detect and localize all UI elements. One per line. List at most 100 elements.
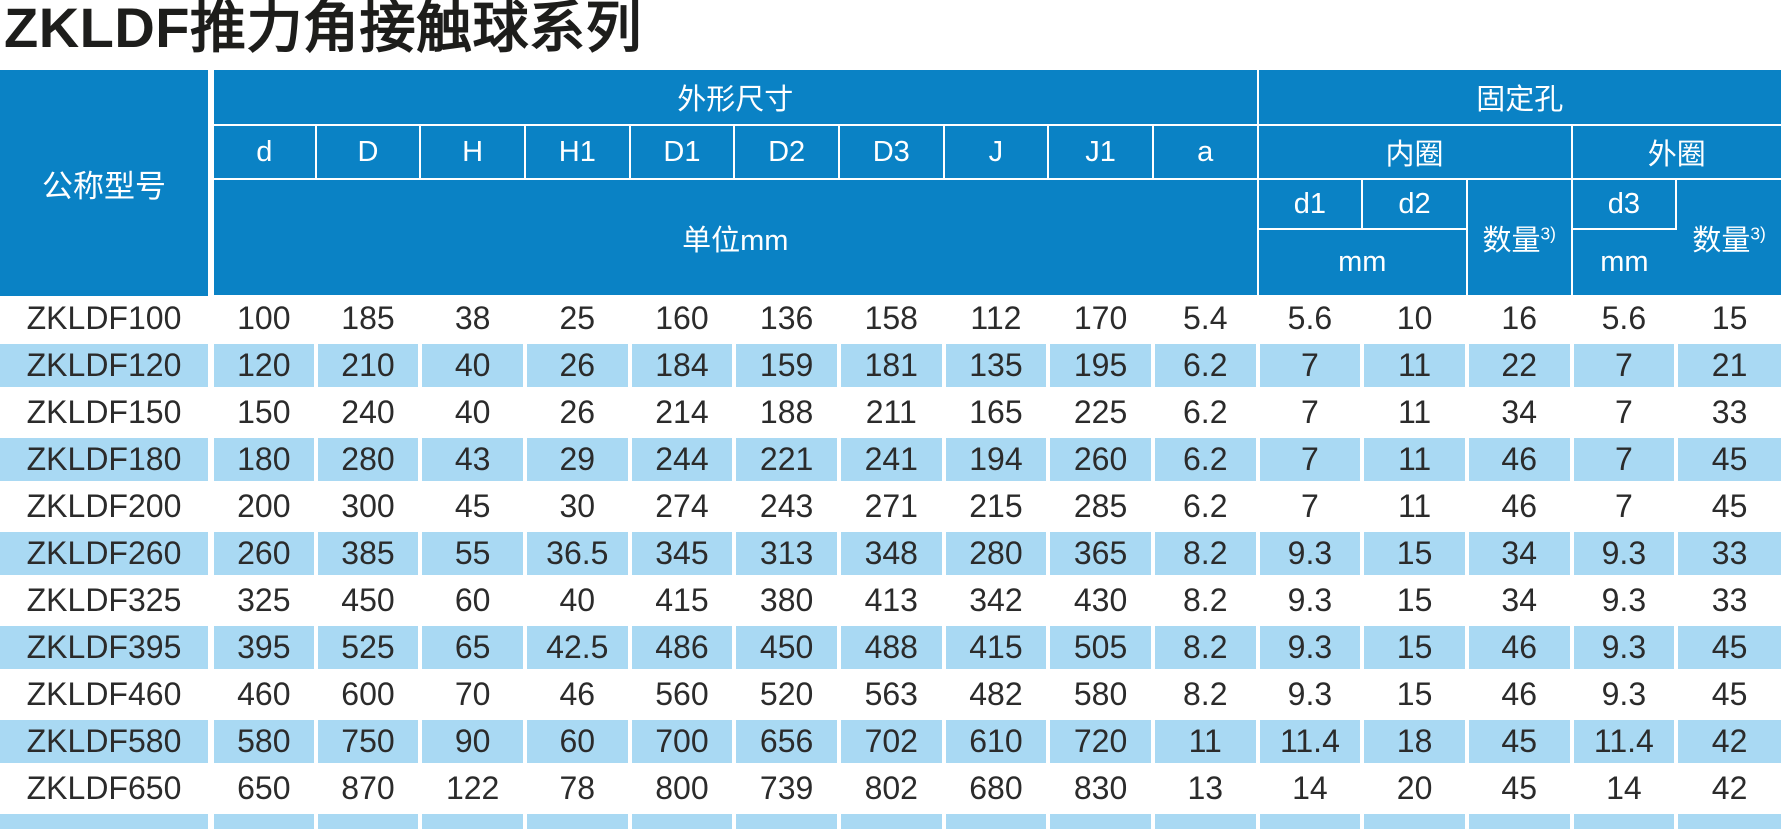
value-cell-H: 38	[420, 296, 527, 344]
header-model: 公称型号	[0, 70, 214, 296]
value-cell-H: 40	[420, 342, 527, 391]
model-cell: ZKLDF100	[0, 296, 214, 344]
value-cell-d3: 7	[1571, 436, 1679, 485]
qty-label: 数量	[1482, 224, 1541, 257]
value-cell-D3: 271	[838, 483, 946, 532]
value-cell-H1: 42.5	[524, 624, 632, 673]
value-cell-J: 215	[943, 483, 1051, 532]
table-row: ZKLDF100 100 185 38 25 160 136 158 112 1…	[0, 296, 1781, 344]
header-row-subcolumns: 单位mm d1 d2 数量3) d3 数量3)	[0, 179, 1781, 297]
header-d2: d2	[1362, 179, 1468, 230]
value-cell-d2: 11	[1362, 342, 1469, 391]
header-mm-outer: mm	[1571, 229, 1677, 297]
value-cell-J1	[1048, 812, 1155, 829]
value-cell-qty-outer: 15	[1676, 296, 1781, 344]
header-dim-col-H1: H1	[524, 125, 631, 180]
header-dim-col-D: D	[315, 125, 422, 180]
header-inner-ring: 内圈	[1257, 125, 1573, 180]
value-cell-J1: 365	[1048, 530, 1155, 579]
value-cell-d2: 15	[1362, 577, 1469, 626]
value-cell-J: 482	[943, 671, 1051, 720]
value-cell-D3: 702	[838, 718, 946, 767]
page-title: ZKLDF推力角接触球系列	[4, 0, 643, 59]
value-cell-H: 55	[420, 530, 527, 579]
value-cell-qty-outer: 42	[1676, 765, 1781, 814]
value-cell-H1: 46	[524, 671, 632, 720]
model-cell: ZKLDF150	[0, 389, 214, 438]
value-cell-d2	[1362, 812, 1469, 829]
value-cell-J1: 225	[1048, 389, 1155, 438]
value-cell-H1: 40	[524, 577, 632, 626]
table-row: ZKLDF460 460 600 70 46 560 520 563 482 5…	[0, 671, 1781, 720]
value-cell-J1: 580	[1048, 671, 1155, 720]
value-cell-d1: 9.3	[1257, 671, 1365, 720]
value-cell-a: 8.2	[1152, 671, 1260, 720]
value-cell-qty-outer	[1676, 812, 1781, 829]
model-cell: ZKLDF260	[0, 530, 214, 579]
spec-table: 公称型号 外形尺寸 固定孔 d D H H1 D1 D2 D3 J J1 a 内…	[0, 70, 1781, 829]
value-cell-H1: 30	[524, 483, 632, 532]
value-cell-H1: 26	[524, 342, 632, 391]
header-dim-col-H: H	[420, 125, 526, 180]
value-cell-J: 610	[943, 718, 1051, 767]
value-cell-d: 260	[211, 530, 318, 579]
value-cell-D: 210	[315, 342, 423, 391]
value-cell-J: 165	[943, 389, 1051, 438]
header-dim-col-D1: D1	[629, 125, 736, 180]
header-dim-col-d: d	[211, 125, 317, 180]
value-cell-J1: 505	[1048, 624, 1155, 673]
value-cell-D1: 184	[629, 342, 737, 391]
table-row: ZKLDF180 180 280 43 29 244 221 241 194 2…	[0, 436, 1781, 485]
value-cell-J: 342	[943, 577, 1051, 626]
header-dim-col-a: a	[1152, 125, 1259, 180]
value-cell-d3: 9.3	[1571, 577, 1679, 626]
value-cell-H: 40	[420, 389, 527, 438]
value-cell-D3: 413	[838, 577, 946, 626]
value-cell-D: 450	[315, 577, 423, 626]
value-cell-D1: 274	[629, 483, 737, 532]
value-cell-d1: 7	[1257, 342, 1365, 391]
table-row: ZKLDF150 150 240 40 26 214 188 211 165 2…	[0, 389, 1781, 438]
value-cell-D1: 415	[629, 577, 737, 626]
value-cell-qty-inner	[1466, 812, 1574, 829]
header-d1: d1	[1257, 179, 1364, 230]
value-cell-J: 194	[943, 436, 1051, 485]
value-cell-d2: 11	[1362, 436, 1469, 485]
value-cell-D2: 739	[734, 765, 841, 814]
header-row-units: mm mm	[0, 229, 1781, 297]
value-cell-D1: 486	[629, 624, 737, 673]
value-cell-D2: 656	[734, 718, 841, 767]
value-cell-a: 6.2	[1152, 342, 1260, 391]
model-cell: ZKLDF650	[0, 765, 214, 814]
value-cell-H: 43	[420, 436, 527, 485]
header-row-groups: 公称型号 外形尺寸 固定孔	[0, 70, 1781, 296]
value-cell-qty-outer: 42	[1676, 718, 1781, 767]
value-cell-qty-outer: 21	[1676, 342, 1781, 391]
value-cell-d1: 9.3	[1257, 577, 1365, 626]
value-cell-D1: 700	[629, 718, 737, 767]
value-cell-D3	[838, 812, 946, 829]
table-row: ZKLDF200 200 300 45 30 274 243 271 215 2…	[0, 483, 1781, 532]
qty-footnote-mark: 3)	[1540, 222, 1556, 243]
qty-label: 数量	[1692, 224, 1751, 257]
value-cell-H1: 36.5	[524, 530, 632, 579]
value-cell-d: 120	[211, 342, 318, 391]
value-cell-J1: 720	[1048, 718, 1155, 767]
header-dim-col-D3: D3	[838, 125, 945, 180]
model-cell: ZKLDF180	[0, 436, 214, 485]
value-cell-qty-outer: 45	[1676, 671, 1781, 720]
value-cell-D3: 211	[838, 389, 946, 438]
value-cell-D2: 243	[734, 483, 841, 532]
value-cell-J1: 170	[1048, 296, 1155, 344]
value-cell-a: 11	[1152, 718, 1260, 767]
header-holes-group: 固定孔	[1257, 70, 1781, 126]
value-cell-D: 300	[315, 483, 423, 532]
model-cell: ZKLDF460	[0, 671, 214, 720]
value-cell-qty-outer: 45	[1676, 436, 1781, 485]
header-qty-outer: 数量3)	[1676, 179, 1781, 297]
value-cell-a: 8.2	[1152, 530, 1260, 579]
value-cell-D1: 800	[629, 765, 737, 814]
value-cell-qty-inner: 45	[1466, 718, 1574, 767]
table-row-partial	[0, 812, 1781, 829]
value-cell-a: 6.2	[1152, 436, 1260, 485]
